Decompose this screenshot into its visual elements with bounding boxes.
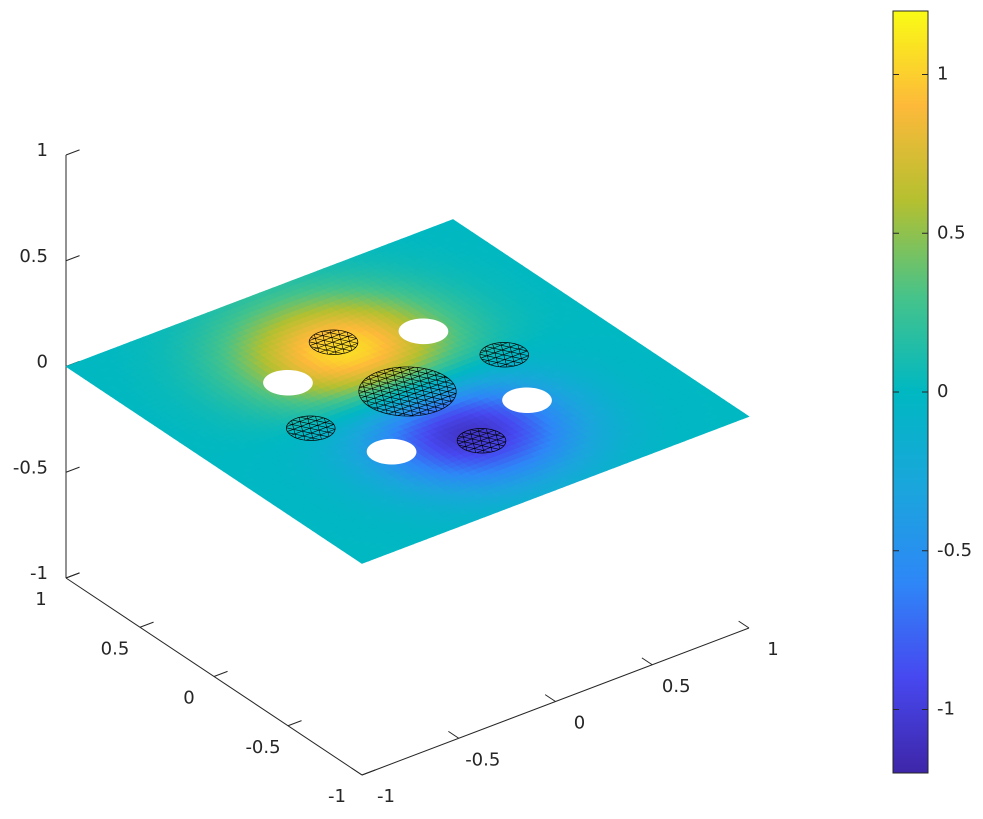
z-tick-label: -0.5 [13,457,48,478]
x-tick [351,767,363,776]
x-tick [448,730,460,739]
colorbar: -1 -0.5 0 0.5 1 [892,10,972,774]
x-tick-label: -1 [377,786,395,807]
y-tick-label: 0 [183,688,194,709]
colorbar-tick-label: 1 [937,64,948,85]
z-tick [65,149,80,156]
y-tick [139,621,154,628]
x-tick [738,620,750,629]
colorbar-tick-label: 0 [937,381,948,402]
z-tick [65,255,80,262]
z-tick-label: -1 [30,563,48,584]
y-tick-label: -0.5 [245,737,280,758]
x-tick-label: -0.5 [465,749,500,770]
x-tick [641,657,653,666]
hole [366,438,417,465]
y-tick-label: -1 [328,786,346,807]
z-tick-label: 0 [37,352,48,373]
x-tick-label: 0.5 [662,676,691,697]
hole [263,369,313,396]
colorbar-tick-label: -0.5 [937,540,972,561]
x-tick-label: 1 [767,639,778,660]
z-tick-label: 1 [37,140,48,161]
y-tick-label: 1 [35,589,46,610]
colorbar-tick-label: -1 [937,699,955,720]
z-tick-label: 0.5 [19,246,48,267]
y-tick [213,670,228,677]
y-tick [361,769,376,776]
hole [502,387,552,414]
x-tick-label: 0 [574,713,585,734]
y-tick [287,720,302,727]
axes: -1 -0.5 0 0.5 1 -1 -0.5 0 0.5 1 -1 -0.5 0 0.5 1 [13,140,779,807]
surface [65,219,750,564]
z-tick [65,466,80,473]
hole [398,318,449,345]
x-tick [544,694,556,702]
colorbar-tick-label: 0.5 [937,222,966,243]
y-tick-label: 0.5 [101,638,130,659]
y-tick [65,572,80,579]
